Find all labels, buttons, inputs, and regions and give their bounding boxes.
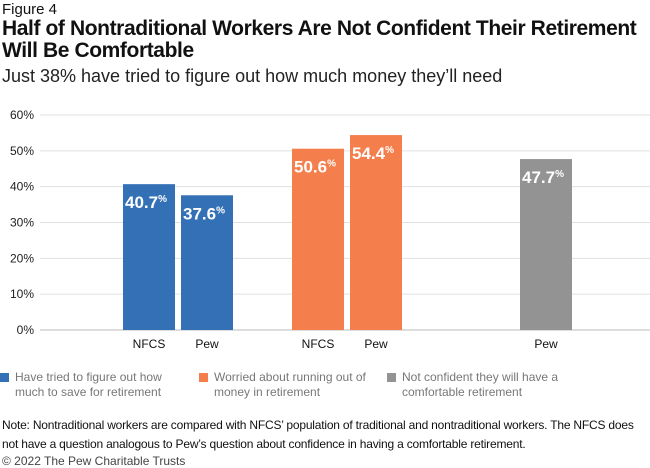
legend-label: Not confident they will have a comfortab… (402, 370, 559, 399)
note: Note: Nontraditional workers are compare… (2, 418, 634, 451)
bar (123, 184, 175, 330)
legend-item-1: Worried about running out of money in re… (199, 370, 379, 400)
y-tick-label: 50% (10, 144, 34, 158)
legend-label: Worried about running out of money in re… (214, 370, 366, 399)
data-label: 37.6% (183, 204, 225, 223)
legend-item-2: Not confident they will have a comfortab… (387, 370, 567, 400)
copyright: © 2022 The Pew Charitable Trusts (2, 454, 186, 468)
bar (181, 195, 233, 330)
data-label: 47.7% (522, 168, 564, 187)
x-tick-label: NFCS (133, 337, 166, 351)
data-label: 50.6% (294, 158, 336, 177)
figure-label: Figure 4 (2, 1, 58, 18)
legend-swatch (387, 373, 396, 382)
legend-swatch (199, 373, 208, 382)
x-tick-label: Pew (195, 337, 219, 351)
legend-item-0: Have tried to figure out how much to sav… (0, 370, 185, 400)
bar-chart: 0% 10% 20% 30% 40% 50% 60% 40.7% NFCS 37.6% Pew 50.… (10, 108, 650, 351)
y-tick-label: 0% (17, 323, 35, 337)
chart-subtitle: Just 38% have tried to figure out how mu… (2, 66, 503, 86)
y-tick-label: 40% (10, 180, 34, 194)
x-tick-label: Pew (364, 337, 388, 351)
legend-swatch (0, 373, 9, 382)
legend-label: Have tried to figure out how much to sav… (15, 370, 162, 399)
bar (292, 148, 344, 330)
y-tick-label: 20% (10, 251, 34, 265)
bar (350, 135, 402, 330)
x-tick-label: Pew (534, 337, 558, 351)
x-tick-label: NFCS (302, 337, 335, 351)
data-label: 54.4% (352, 144, 394, 163)
data-label: 40.7% (125, 193, 167, 212)
bar (520, 159, 572, 330)
y-tick-label: 60% (10, 108, 34, 122)
y-tick-label: 10% (10, 287, 34, 301)
y-tick-label: 30% (10, 216, 34, 230)
chart-title: Half of Nontraditional Workers Are Not C… (2, 17, 637, 62)
